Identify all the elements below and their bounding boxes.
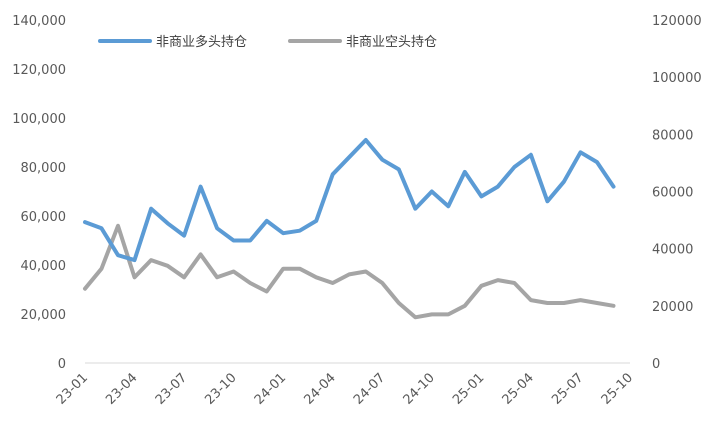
x-tick-label: 25-01 bbox=[450, 370, 487, 407]
y-right-tick-label: 80000 bbox=[652, 128, 693, 143]
y-left-tick-label: 60,000 bbox=[21, 210, 67, 225]
x-tick-label: 24-10 bbox=[401, 370, 438, 407]
series-line-short bbox=[83, 223, 616, 320]
x-tick-label: 23-07 bbox=[153, 370, 190, 407]
y-right-tick-label: 100000 bbox=[652, 71, 702, 86]
y-right-tick-label: 40000 bbox=[652, 243, 693, 258]
legend: 非商业多头持仓 非商业空头持仓 bbox=[98, 34, 437, 50]
y-left-tick-label: 0 bbox=[58, 357, 66, 372]
chart-series bbox=[83, 138, 616, 320]
series-line-long bbox=[83, 138, 616, 263]
x-tick-label: 25-07 bbox=[549, 370, 586, 407]
y-right-tick-label: 0 bbox=[652, 357, 660, 372]
y-left-tick-label: 40,000 bbox=[21, 259, 67, 274]
y-left-tick-label: 80,000 bbox=[21, 161, 67, 176]
legend-label-long: 非商业多头持仓 bbox=[156, 34, 247, 50]
x-tick-label: 25-10 bbox=[599, 370, 636, 407]
x-tick-label: 25-04 bbox=[500, 370, 537, 407]
y-left-tick-label: 120,000 bbox=[12, 63, 66, 78]
y-right-tick-label: 120000 bbox=[652, 14, 702, 29]
y-right-tick-label: 20000 bbox=[652, 300, 693, 315]
x-tick-label: 23-10 bbox=[202, 370, 239, 407]
y-left-tick-label: 20,000 bbox=[21, 308, 67, 323]
chart-axes: 0 20,000 40,000 60,000 80,000 100,000 120,000 1… bbox=[12, 14, 701, 408]
x-tick-label: 23-04 bbox=[103, 370, 140, 407]
y-left-tick-label: 100,000 bbox=[12, 112, 66, 127]
x-tick-label: 24-07 bbox=[351, 370, 388, 407]
legend-label-short: 非商业空头持仓 bbox=[346, 35, 437, 50]
x-tick-label: 24-01 bbox=[252, 370, 289, 407]
y-left-tick-label: 140,000 bbox=[12, 14, 66, 29]
x-tick-label: 24-04 bbox=[301, 370, 338, 407]
y-right-tick-label: 60000 bbox=[652, 186, 693, 201]
x-tick-label: 23-01 bbox=[54, 370, 91, 407]
